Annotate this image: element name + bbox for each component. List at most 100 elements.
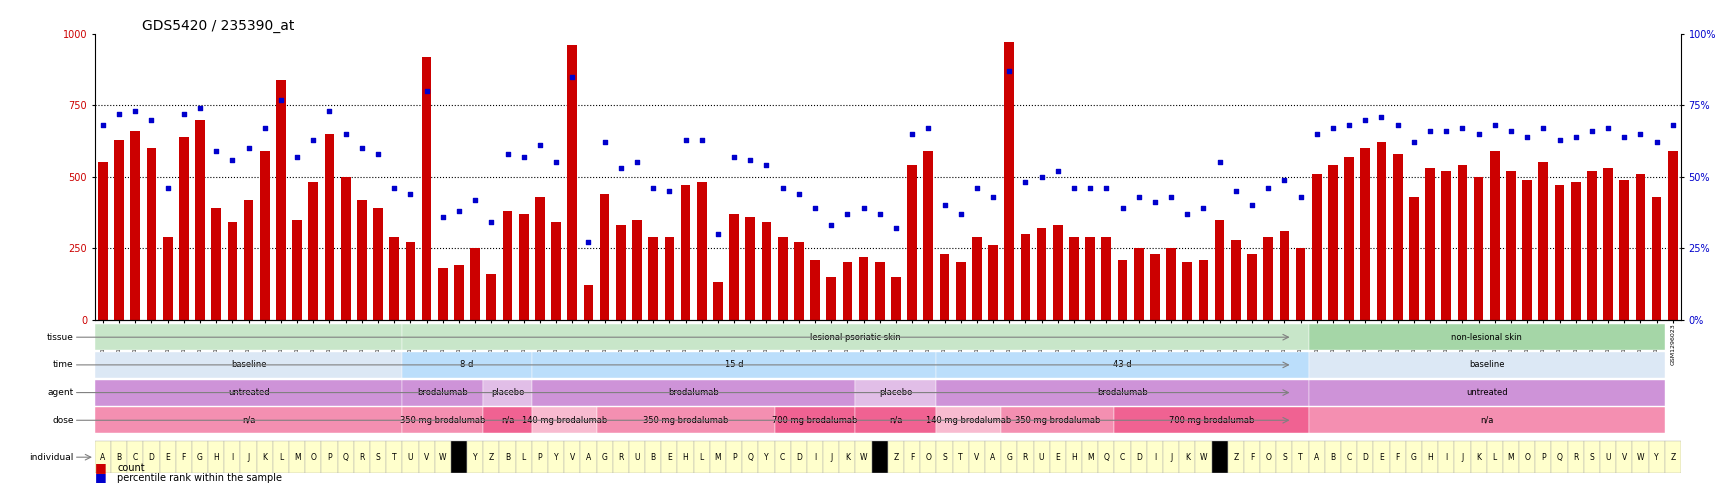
Text: P: P [327, 453, 331, 462]
Bar [777, 237, 787, 320]
FancyBboxPatch shape [774, 407, 855, 433]
Text: ■: ■ [95, 470, 107, 483]
Point [153, 184, 181, 192]
FancyBboxPatch shape [1614, 441, 1632, 473]
Text: Y: Y [553, 453, 558, 462]
Point [1496, 127, 1523, 135]
FancyBboxPatch shape [822, 441, 839, 473]
FancyBboxPatch shape [531, 352, 936, 378]
Text: S: S [1282, 453, 1285, 462]
Text: U: U [1039, 453, 1044, 462]
Point [672, 136, 700, 143]
Text: F: F [181, 453, 186, 462]
FancyBboxPatch shape [936, 352, 1308, 378]
Point [849, 204, 877, 212]
Bar [825, 277, 836, 320]
FancyBboxPatch shape [1308, 380, 1664, 406]
Bar [794, 242, 803, 320]
FancyBboxPatch shape [1599, 441, 1614, 473]
Text: P: P [1540, 453, 1546, 462]
Text: time: time [53, 360, 74, 369]
Text: Y: Y [1654, 453, 1658, 462]
Text: T: T [1297, 453, 1303, 462]
Bar [1359, 148, 1370, 320]
Point [1092, 184, 1120, 192]
FancyBboxPatch shape [386, 441, 401, 473]
FancyBboxPatch shape [953, 441, 968, 473]
Text: 8 d: 8 d [460, 360, 474, 369]
Text: lesional psoriatic skin: lesional psoriatic skin [810, 333, 901, 341]
Text: Q: Q [1103, 453, 1108, 462]
Bar [1666, 151, 1676, 320]
Point [1254, 184, 1282, 192]
Text: V: V [1621, 453, 1627, 462]
Bar [1377, 142, 1385, 320]
Text: W: W [439, 453, 446, 462]
Point [333, 130, 360, 138]
Text: R: R [619, 453, 624, 462]
Point [768, 184, 796, 192]
Text: H: H [682, 453, 687, 462]
Point [171, 110, 198, 118]
FancyBboxPatch shape [1566, 441, 1583, 473]
Point [1204, 158, 1232, 166]
FancyBboxPatch shape [95, 380, 401, 406]
Bar [1134, 248, 1142, 320]
Bar [1506, 171, 1515, 320]
Bar [1602, 168, 1613, 320]
FancyBboxPatch shape [1308, 407, 1664, 433]
FancyBboxPatch shape [1356, 441, 1373, 473]
FancyBboxPatch shape [1065, 441, 1082, 473]
Point [1189, 204, 1216, 212]
Text: Z: Z [1670, 453, 1675, 462]
Text: K: K [1184, 453, 1189, 462]
Point [1285, 193, 1313, 200]
Text: Z: Z [1232, 453, 1237, 462]
Text: P: P [538, 453, 543, 462]
FancyBboxPatch shape [936, 380, 1308, 406]
Text: GDS5420 / 235390_at: GDS5420 / 235390_at [143, 19, 295, 33]
Text: tissue: tissue [47, 333, 74, 341]
Bar [114, 140, 124, 320]
Bar [987, 245, 998, 320]
FancyBboxPatch shape [208, 441, 224, 473]
Bar [1230, 240, 1241, 320]
FancyBboxPatch shape [1518, 441, 1535, 473]
Bar [534, 197, 544, 320]
Text: A: A [100, 453, 105, 462]
Text: H: H [1070, 453, 1077, 462]
Bar [276, 80, 286, 320]
Bar [1554, 185, 1563, 320]
Point [462, 196, 489, 203]
FancyBboxPatch shape [774, 441, 791, 473]
Text: G: G [196, 453, 203, 462]
Point [283, 153, 310, 160]
FancyBboxPatch shape [1163, 441, 1179, 473]
Bar [1473, 177, 1482, 320]
Text: L: L [522, 453, 526, 462]
FancyBboxPatch shape [95, 324, 401, 350]
Point [913, 124, 941, 132]
Text: Z: Z [488, 453, 495, 462]
Point [1351, 115, 1378, 123]
FancyBboxPatch shape [903, 441, 920, 473]
FancyBboxPatch shape [143, 441, 160, 473]
Text: O: O [1523, 453, 1530, 462]
Text: P: P [731, 453, 736, 462]
Bar [162, 237, 172, 320]
FancyBboxPatch shape [1437, 441, 1454, 473]
Point [930, 201, 958, 209]
Point [963, 184, 991, 192]
FancyBboxPatch shape [1535, 441, 1551, 473]
Text: F: F [910, 453, 913, 462]
Text: A: A [1313, 453, 1318, 462]
FancyBboxPatch shape [1179, 441, 1194, 473]
Bar [1425, 168, 1434, 320]
Bar [372, 208, 383, 320]
Point [1075, 184, 1103, 192]
Bar [924, 151, 932, 320]
Bar [1296, 248, 1304, 320]
Bar [1537, 162, 1547, 320]
FancyBboxPatch shape [451, 441, 467, 473]
Point [1335, 121, 1363, 129]
